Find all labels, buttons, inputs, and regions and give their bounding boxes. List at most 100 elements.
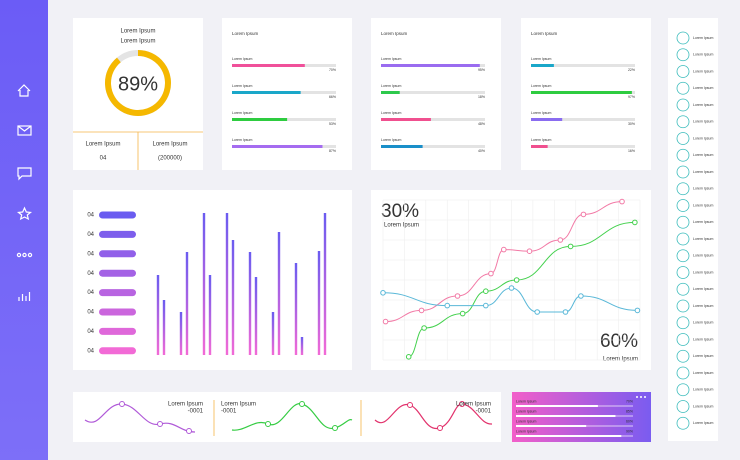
list-icon [676,383,690,397]
bar-value: 70% [329,68,336,72]
progress-bar [232,64,305,67]
point [380,290,386,296]
bar-track [381,145,485,148]
card-bar [516,415,616,417]
bar-value: 16% [628,149,635,153]
card-bar-label: Lorem Ipsum [516,399,537,403]
list-icon [676,31,690,45]
bar [179,312,183,355]
list-label: Lorem Ipsum [693,287,714,291]
bar-label: Lorem Ipsum [232,84,253,88]
bar-value: 22% [628,68,635,72]
stat-value: 04 [100,156,107,162]
card-bar-label: Lorem Ipsum [516,409,537,413]
bar [271,312,275,355]
list-icon [676,282,690,296]
card-bar-value: 90% [626,429,633,433]
bar-label: Lorem Ipsum [232,111,253,115]
row-label: 04 [87,329,94,335]
card-bar-value: 60% [626,419,633,423]
bar [277,232,281,355]
bar-label: Lorem Ipsum [531,57,552,61]
wave-code: -0001 [221,409,237,415]
list-label: Lorem Ipsum [693,103,714,107]
progress-bar [531,91,632,94]
list-icon [676,182,690,196]
home-icon[interactable] [17,84,31,97]
point [513,277,520,283]
list-label: Lorem Ipsum [693,237,714,241]
mail-icon[interactable] [17,125,32,136]
gauge-arc [105,50,171,116]
card-title: Lorem Ipsum [531,31,558,36]
progress-bar [232,91,301,94]
card-bar-value: 85% [626,409,633,413]
wave-label: Lorem Ipsum [221,402,256,408]
star-icon[interactable] [16,206,33,221]
wave-code: -0001 [476,409,492,415]
progress-bar [531,64,554,67]
list-icon [676,199,690,212]
list-icon [676,299,690,313]
card-bar [516,405,598,407]
bar-value: 66% [329,95,336,99]
point [567,243,574,250]
gauge-value: 89% [118,73,158,95]
row-label: 04 [87,290,94,296]
wave-label: Lorem Ipsum [168,402,203,408]
point [578,293,584,299]
bar-value: 95% [478,68,485,72]
stat-value: (200000) [158,156,182,162]
bar-value: 87% [329,149,336,153]
gauge-title: Lorem Ipsum [120,29,155,35]
stat-label: Lorem Ipsum [152,142,187,148]
list-icon [676,65,690,78]
line-top-value: 30% [381,201,419,222]
list-label: Lorem Ipsum [693,36,714,40]
list-icon [676,132,690,145]
bar-label: Lorem Ipsum [381,138,402,142]
wave-code: -0001 [188,409,204,415]
row-label: 04 [87,348,94,354]
line-top-label: Lorem Ipsum [384,223,419,229]
wave-dots [119,401,465,434]
bar [225,213,229,355]
list-label: Lorem Ipsum [693,304,714,308]
list-icon [676,316,690,330]
stats-icon[interactable] [18,292,31,301]
list-label: Lorem Ipsum [693,388,714,392]
list-icon [676,115,690,129]
card-title: Lorem Ipsum [381,31,408,36]
pill [99,230,136,238]
list-label: Lorem Ipsum [693,220,714,224]
point [444,302,451,309]
list-label: Lorem Ipsum [693,337,714,341]
list-label: Lorem Ipsum [693,86,714,90]
list-label: Lorem Ipsum [693,404,714,408]
bar [300,337,304,355]
list-icon [676,416,690,430]
card-dots [636,396,646,398]
chat-icon[interactable] [17,167,32,181]
more-icon[interactable] [16,252,22,258]
pill [99,347,136,355]
list-icon [676,249,690,263]
bar-label: Lorem Ipsum [381,57,402,61]
bar-label: Lorem Ipsum [232,57,253,61]
point [454,293,461,299]
list-label: Lorem Ipsum [693,170,714,174]
row-label: 04 [87,232,94,238]
list-label: Lorem Ipsum [693,254,714,258]
point [483,288,489,295]
progress-bar [531,118,563,121]
bar-track [381,118,485,121]
bar-value: 40% [478,149,485,153]
pill [99,269,136,277]
line-bottom-label: Lorem Ipsum [603,357,638,363]
line-bottom-value: 60% [600,331,638,352]
point [632,219,638,226]
list-label: Lorem Ipsum [693,53,714,57]
point [619,198,625,205]
